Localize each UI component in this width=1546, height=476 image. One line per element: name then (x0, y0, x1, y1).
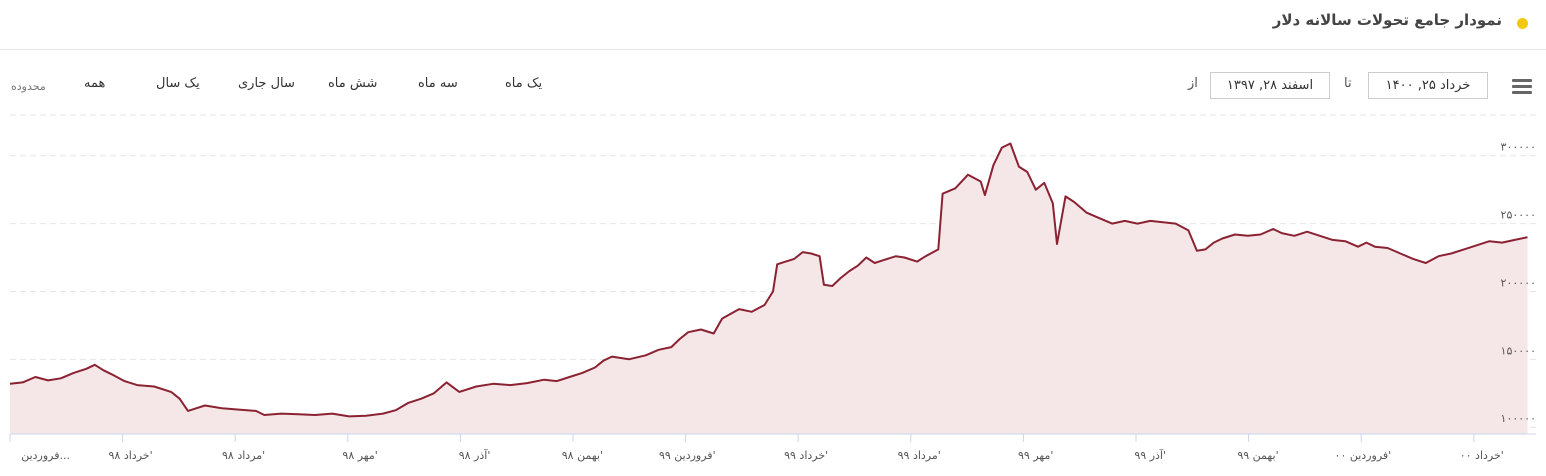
range-all-button[interactable]: همه (84, 76, 106, 91)
y-tick-label: ۲۵۰۰۰۰ (1501, 209, 1536, 222)
y-tick-label: ۲۰۰۰۰۰ (1501, 276, 1536, 289)
range-3m-button[interactable]: سه ماه (418, 76, 458, 91)
chart-header: نمودار جامع تحولات سالانه دلار (0, 0, 1546, 50)
range-1y-button[interactable]: یک سال (156, 76, 200, 91)
y-tick-label: ۱۵۰۰۰۰ (1501, 344, 1536, 357)
x-tick-label: خرداد ۰۰' (1460, 449, 1504, 462)
x-tick-label: خرداد ۹۹' (784, 449, 828, 462)
to-date-input[interactable]: خرداد ۲۵, ۱۴۰۰ (1368, 72, 1488, 99)
x-tick-label: آذر ۹۹' (1134, 448, 1166, 462)
x-tick-label: مهر ۹۸' (342, 449, 377, 462)
title-dot-icon (1517, 18, 1528, 29)
x-tick-label: فروردین ۹۹' (659, 449, 716, 462)
x-tick-label: بهمن ۹۸' (562, 449, 603, 462)
range-1m-button[interactable]: یک ماه (505, 76, 543, 91)
x-tick-label: بهمن ۹۹' (1237, 449, 1278, 462)
chart-title: نمودار جامع تحولات سالانه دلار (1272, 11, 1502, 29)
from-date-input[interactable]: اسفند ۲۸, ۱۳۹۷ (1210, 72, 1330, 99)
from-label: از (1188, 76, 1198, 91)
range-label: محدوده (11, 80, 46, 93)
range-ytd-button[interactable]: سال جاری (238, 76, 295, 91)
x-tick-label: فروردین ۰۰' (1335, 449, 1392, 462)
price-line (9, 142, 1528, 418)
to-label: تا (1344, 76, 1352, 91)
price-area-fill (10, 143, 1528, 434)
x-tick-label: آذر ۹۸' (459, 448, 491, 462)
y-axis-labels: ۱۰۰۰۰۰ ۱۵۰۰۰۰ ۲۰۰۰۰۰ ۲۵۰۰۰۰ ۳۰۰۰۰۰ (1501, 141, 1536, 425)
y-tick-label: ۱۰۰۰۰۰ (1501, 412, 1536, 425)
y-tick-label: ۳۰۰۰۰۰ (1501, 141, 1536, 154)
x-axis-ticks: فروردین... خرداد ۹۸' مرداد ۹۸' مهر ۹۸' آذر ۹… (9, 434, 1504, 462)
x-tick-label: مرداد ۹۸' (222, 449, 265, 462)
range-6m-button[interactable]: شش ماه (328, 76, 378, 91)
x-tick-label: مرداد ۹۹' (898, 449, 941, 462)
x-tick-label: فروردین... (21, 449, 70, 462)
x-tick-label: مهر ۹۹' (1018, 449, 1053, 462)
x-tick-label: خرداد ۹۸' (109, 449, 153, 462)
hamburger-menu-icon[interactable] (1512, 79, 1532, 95)
